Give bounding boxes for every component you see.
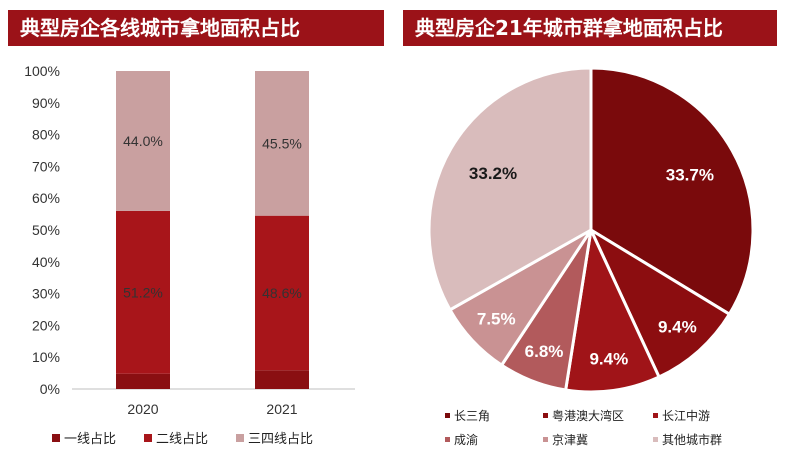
pie-data-label: 7.5% xyxy=(477,309,516,328)
y-tick-label: 40% xyxy=(32,254,60,270)
pie-data-label: 6.8% xyxy=(525,342,564,361)
pie-slice xyxy=(427,66,593,312)
bar-segment xyxy=(255,215,309,371)
bar-data-label: 48.6% xyxy=(262,285,302,301)
bar-data-label: 51.2% xyxy=(123,284,163,300)
y-tick-label: 70% xyxy=(32,158,60,174)
y-tick-label: 50% xyxy=(32,222,60,238)
legend-label: 长三角 xyxy=(454,409,490,423)
legend-swatch xyxy=(144,434,152,442)
y-tick-label: 80% xyxy=(32,127,60,143)
bar-segment xyxy=(116,373,170,389)
legend-label: 二线占比 xyxy=(156,432,208,447)
pie-data-label: 9.4% xyxy=(658,318,697,337)
legend-label: 一线占比 xyxy=(64,432,116,447)
pie-data-label: 33.2% xyxy=(469,164,517,183)
pie-slice xyxy=(564,228,661,394)
legend-swatch xyxy=(543,413,548,418)
x-tick-label: 2020 xyxy=(127,401,158,417)
y-tick-label: 60% xyxy=(32,190,60,206)
legend-swatch xyxy=(236,434,244,442)
bar-segment xyxy=(116,210,170,374)
bar-segment xyxy=(116,71,170,211)
legend-label: 京津冀 xyxy=(552,433,588,447)
bar-data-label: 44.0% xyxy=(123,133,163,149)
right-chart-title: 典型房企21年城市群拿地面积占比 xyxy=(403,10,777,46)
legend-swatch xyxy=(653,413,658,418)
legend-swatch xyxy=(52,434,60,442)
y-tick-label: 100% xyxy=(24,63,60,79)
pie-data-label: 33.7% xyxy=(666,165,714,184)
bar-segment xyxy=(255,71,309,216)
legend-swatch xyxy=(653,437,658,442)
left-chart-title: 典型房企各线城市拿地面积占比 xyxy=(8,10,384,46)
legend-label: 其他城市群 xyxy=(662,432,722,447)
legend-label: 三四线占比 xyxy=(248,432,313,447)
pie-slice xyxy=(589,66,755,316)
pie-data-label: 9.4% xyxy=(589,349,628,368)
legend-label: 长江中游 xyxy=(662,408,710,423)
pie-slice xyxy=(589,228,731,379)
x-tick-label: 2021 xyxy=(266,401,297,417)
legend-label: 粤港澳大湾区 xyxy=(552,408,624,423)
legend-label: 成渝 xyxy=(454,432,478,447)
y-tick-label: 30% xyxy=(32,286,60,302)
y-tick-label: 90% xyxy=(32,95,60,111)
legend-swatch xyxy=(445,413,450,418)
legend-swatch xyxy=(543,437,548,442)
y-tick-label: 20% xyxy=(32,317,60,333)
y-tick-label: 0% xyxy=(40,381,60,397)
bar-data-label: 45.5% xyxy=(262,135,302,151)
y-tick-label: 10% xyxy=(32,349,60,365)
legend-swatch xyxy=(445,437,450,442)
bar-segment xyxy=(255,370,309,389)
